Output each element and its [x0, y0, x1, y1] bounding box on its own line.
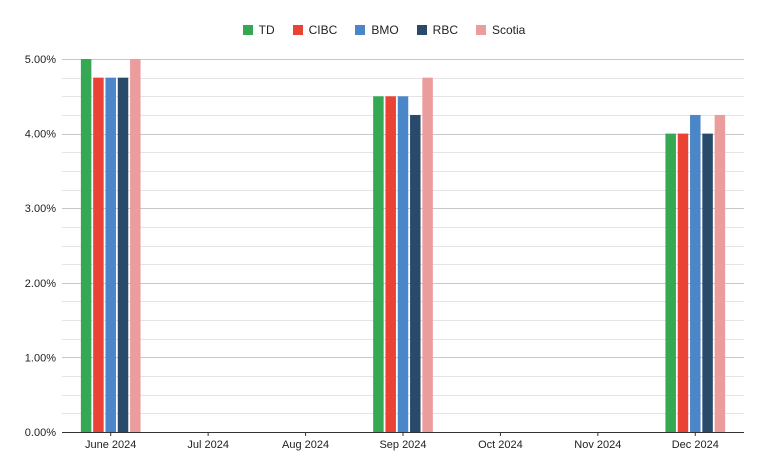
- legend-label: Scotia: [492, 23, 526, 37]
- legend-swatch: [242, 25, 253, 35]
- y-tick-label: 1.00%: [25, 352, 56, 364]
- bar-scotia: [422, 77, 433, 433]
- y-tick-label: 4.00%: [25, 129, 56, 141]
- x-tick-label: Sep 2024: [379, 439, 426, 451]
- bar-td: [373, 96, 384, 433]
- bar-bmo: [105, 77, 116, 433]
- x-tick-label: Jul 2024: [187, 439, 229, 451]
- legend: TD CIBC BMO RBC Scotia: [0, 20, 768, 40]
- x-tick-label: Aug 2024: [282, 439, 329, 451]
- legend-item-bmo: BMO: [355, 23, 399, 37]
- bar-rbc: [117, 77, 129, 433]
- legend-label: TD: [258, 23, 275, 37]
- bar-rbc: [410, 114, 421, 432]
- x-tick-label: Dec 2024: [672, 439, 719, 451]
- legend-item-td: TD: [242, 23, 275, 37]
- legend-label: RBC: [432, 23, 458, 37]
- legend-label: CIBC: [308, 23, 338, 37]
- legend-swatch: [292, 25, 303, 35]
- bar-cibc: [93, 77, 104, 433]
- bar-bmo: [397, 96, 409, 433]
- x-tick-label: Oct 2024: [478, 439, 523, 451]
- bar-scotia: [714, 114, 726, 432]
- bar-cibc: [677, 133, 689, 432]
- legend-swatch: [416, 25, 427, 35]
- legend-swatch: [476, 25, 486, 35]
- bar-bmo: [690, 114, 701, 432]
- legend-label: BMO: [371, 23, 399, 37]
- bar-td: [80, 59, 92, 432]
- bar-rbc: [702, 133, 713, 432]
- y-tick-label: 3.00%: [25, 203, 56, 215]
- legend-item-rbc: RBC: [416, 23, 458, 37]
- y-tick-label: 5.00%: [25, 54, 56, 66]
- x-tick-label: June 2024: [85, 439, 136, 451]
- legend-item-cibc: CIBC: [292, 23, 338, 37]
- legend-swatch: [355, 25, 366, 35]
- bar-td: [665, 133, 676, 432]
- bar-scotia: [130, 59, 141, 432]
- y-tick-label: 2.00%: [25, 278, 56, 290]
- bar-cibc: [385, 96, 396, 433]
- y-tick-label: 0.00%: [25, 427, 56, 439]
- legend-item-scotia: Scotia: [476, 23, 525, 37]
- x-tick-label: Nov 2024: [574, 439, 621, 451]
